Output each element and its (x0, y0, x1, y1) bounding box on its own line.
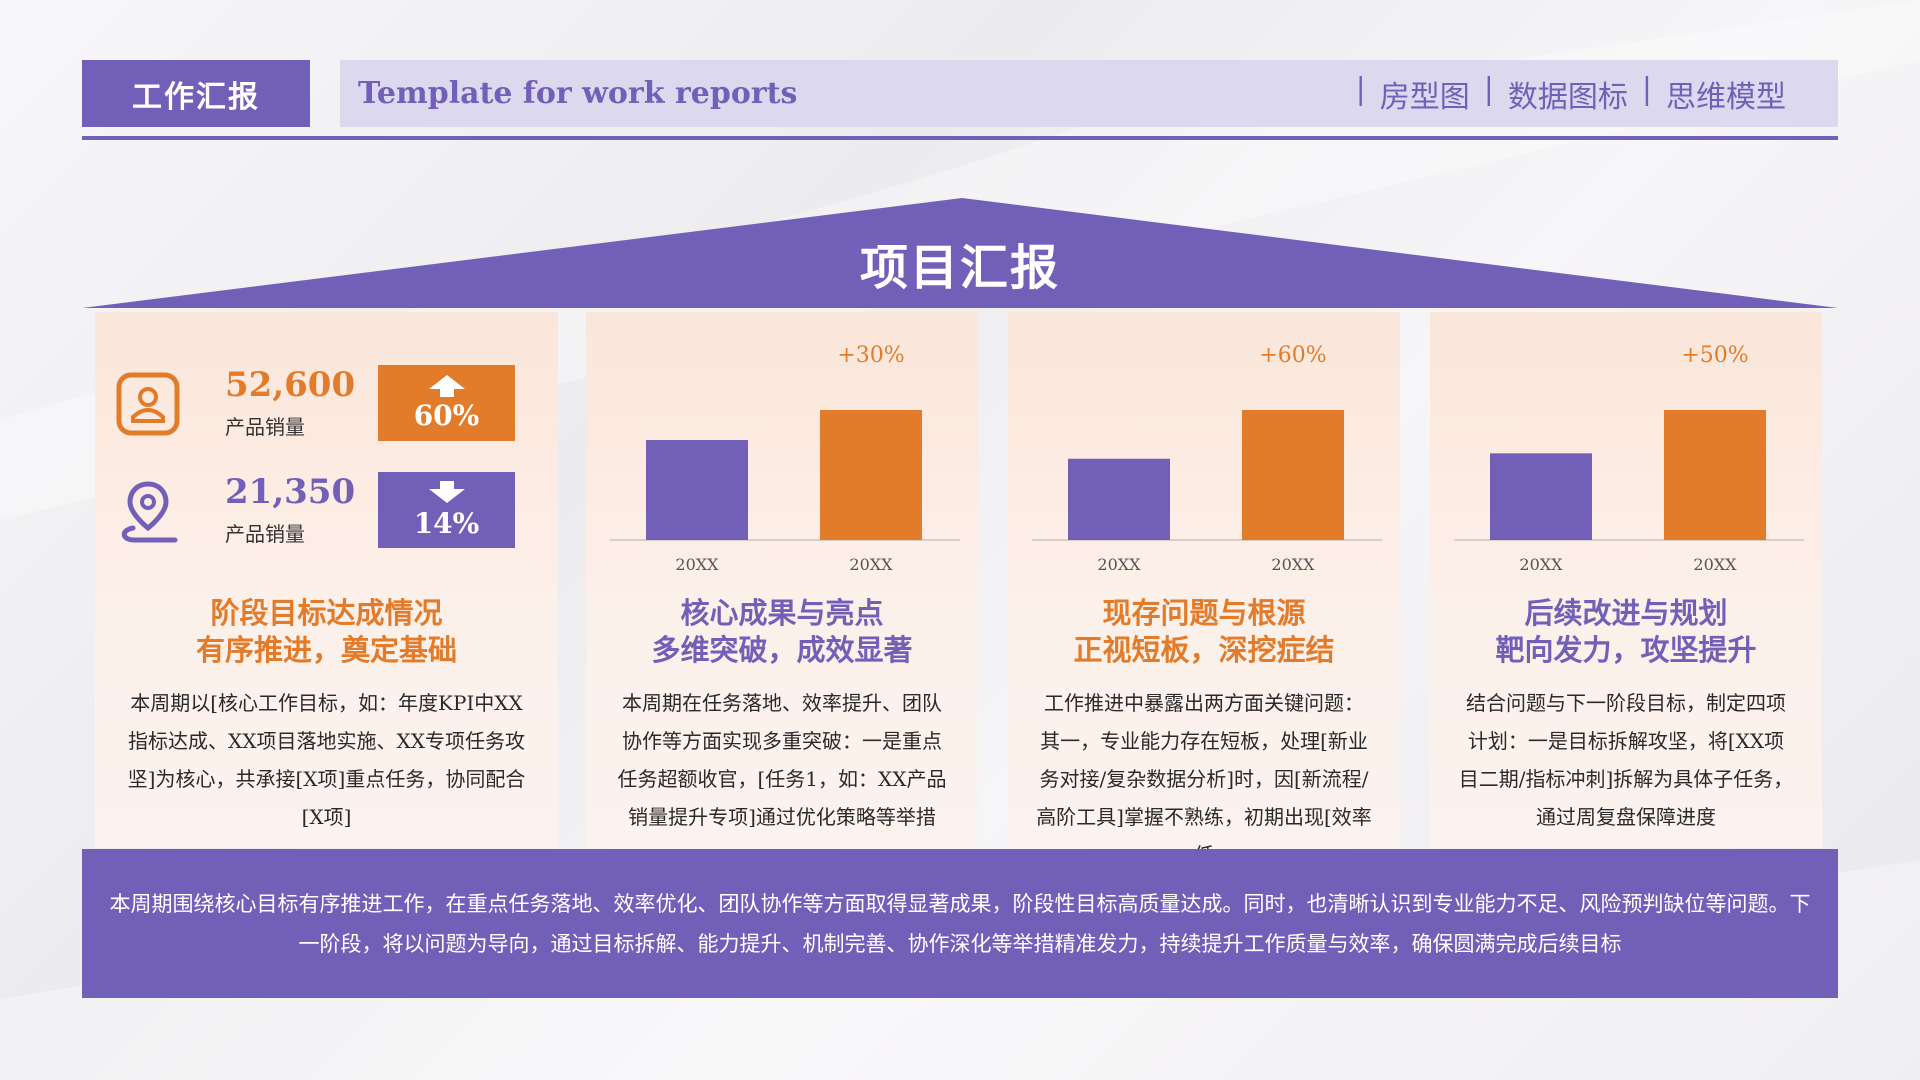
chart-bar (1242, 410, 1344, 540)
stat-row-sales-down: 21,350 产品销量 14% (95, 472, 558, 550)
chart-tick-label: 20XX (1097, 555, 1141, 574)
stat-value: 21,350 (225, 472, 356, 512)
panel-text: 结合问题与下一阶段目标，制定四项计划：一是目标拆解攻坚，将[XX项目二期/指标冲… (1458, 691, 1794, 829)
header-nav: | 房型图 | 数据图标 | 思维模型 (1356, 72, 1790, 116)
nav-separator: | (1641, 71, 1652, 107)
panel-current-issues: 20XX 20XX +60% 现存问题与根源 正视短板，深挖症结 工作推进中暴露出两… (1008, 312, 1400, 867)
chart-bar (1068, 458, 1170, 540)
panel-text: 本周期在任务落地、效率提升、团队协作等方面实现多重突破：一是重点任务超额收官，[… (617, 691, 947, 829)
chart-bar (820, 410, 922, 540)
summary-footer: 本周期围绕核心目标有序推进工作，在重点任务落地、效率优化、团队协作等方面取得显著… (82, 849, 1838, 998)
stat-value: 52,600 (225, 365, 356, 405)
arrow-down-icon (428, 480, 465, 503)
panel-title: 现存问题与根源 正视短板，深挖症结 (1073, 596, 1335, 667)
chart-bar (1490, 453, 1592, 540)
chart-tick-label: 20XX (1519, 555, 1563, 574)
panel-goal-achievement: 52,600 产品销量 60% 21,350 产品销量 14% 阶段目标达成情况… (95, 312, 558, 848)
header-divider (82, 136, 1838, 140)
roof-title: 项目汇报 (859, 240, 1060, 296)
location-pin-icon (121, 481, 178, 543)
roof-shape (82, 198, 1838, 308)
nav-separator: | (1355, 71, 1366, 107)
chart-tick-label: 20XX (849, 555, 893, 574)
panel-title: 核心成果与亮点 多维突破，成效显著 (651, 596, 913, 667)
panel-title: 后续改进与规划 靶向发力，攻坚提升 (1495, 596, 1757, 667)
header-subtitle: Template for work reports (358, 76, 798, 111)
nav-item-floorplan[interactable]: 房型图 (1379, 79, 1470, 115)
chart-tick-label: 20XX (1693, 555, 1737, 574)
nav-item-data-icons[interactable]: 数据图标 (1507, 79, 1628, 115)
chart-bar (1664, 410, 1766, 540)
change-value: 14% (413, 506, 480, 540)
stat-label: 产品销量 (225, 522, 305, 546)
panel-text: 本周期以[核心工作目标，如：年度KPI中XX指标达成、XX项目落地实施、XX专项… (127, 691, 526, 829)
chart-bar (646, 440, 748, 540)
bar-chart-growth-30: 20XX 20XX +30% (610, 343, 960, 574)
bar-chart-growth-50: 20XX 20XX +50% (1454, 343, 1804, 574)
chart-growth-annotation: +30% (837, 343, 904, 368)
person-badge-icon (116, 372, 180, 436)
header-bar: Template for work reports | 房型图 | 数据图标 |… (340, 60, 1838, 127)
stat-label: 产品销量 (225, 415, 305, 439)
summary-text: 本周期围绕核心目标有序推进工作，在重点任务落地、效率优化、团队协作等方面取得显著… (109, 891, 1811, 956)
change-badge-up: 60% (378, 365, 515, 441)
nav-separator: | (1483, 71, 1494, 107)
arrow-up-icon (428, 374, 465, 397)
panel-title: 阶段目标达成情况 有序推进，奠定基础 (195, 596, 457, 667)
chart-tick-label: 20XX (1271, 555, 1315, 574)
chart-tick-label: 20XX (675, 555, 719, 574)
header-tag: 工作汇报 (82, 60, 310, 127)
stat-row-sales-up: 52,600 产品销量 60% (95, 365, 558, 443)
panel-future-plans: 20XX 20XX +50% 后续改进与规划 靶向发力，攻坚提升 结合问题与下一阶段… (1430, 312, 1822, 848)
chart-growth-annotation: +50% (1681, 343, 1748, 368)
bar-chart-growth-60: 20XX 20XX +60% (1032, 343, 1382, 574)
change-badge-down: 14% (378, 472, 515, 548)
nav-item-thinking-models[interactable]: 思维模型 (1666, 79, 1786, 115)
panel-text: 工作推进中暴露出两方面关键问题：其一，专业能力存在短板，处理[新业务对接/复杂数… (1036, 691, 1372, 867)
panel-core-results: 20XX 20XX +30% 核心成果与亮点 多维突破，成效显著 本周期在任务落地、… (586, 312, 978, 848)
change-value: 60% (413, 398, 480, 432)
chart-growth-annotation: +60% (1259, 343, 1326, 368)
